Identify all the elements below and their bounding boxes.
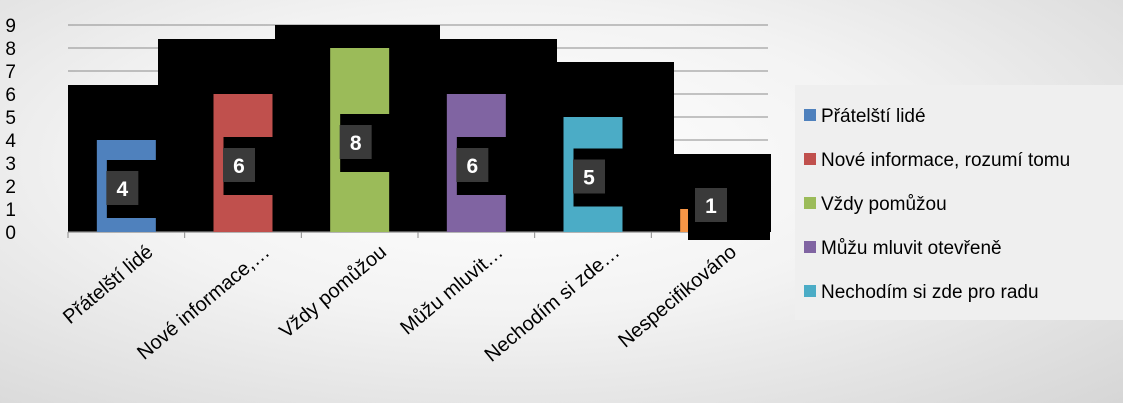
y-tick-label: 4 <box>5 131 16 152</box>
legend-label: Nové informace, rozumí tomu <box>821 150 1070 171</box>
legend-box <box>795 85 1123 320</box>
x-category-label: Nespecifikováno <box>614 241 741 352</box>
legend-swatch <box>804 109 816 121</box>
y-tick-label: 7 <box>5 62 16 83</box>
y-tick-label: 2 <box>5 177 16 198</box>
data-label: 8 <box>350 132 362 155</box>
legend-swatch <box>804 285 816 297</box>
y-tick-label: 3 <box>5 154 16 175</box>
data-label-box <box>339 125 372 159</box>
data-label-box <box>106 171 139 205</box>
legend-swatch <box>804 241 816 253</box>
legend-swatch <box>804 153 816 165</box>
y-tick-label: 1 <box>5 200 16 221</box>
bar <box>680 209 690 232</box>
data-label: 5 <box>583 167 595 190</box>
x-category-label: Přátelští lidé <box>59 241 157 329</box>
data-label-box <box>456 148 489 182</box>
legend-label: Můžu mluvit otevřeně <box>821 238 1002 259</box>
data-label-box <box>573 159 605 194</box>
y-tick-label: 8 <box>5 39 16 60</box>
data-label-box <box>223 148 255 182</box>
x-category-label: Můžu mluvit… <box>396 241 507 339</box>
legend-label: Přátelští lidé <box>821 106 926 127</box>
legend-swatch <box>804 197 816 209</box>
y-tick-label: 0 <box>5 223 16 244</box>
data-label: 6 <box>233 155 245 178</box>
y-tick-label: 6 <box>5 85 16 106</box>
data-label: 1 <box>705 195 717 218</box>
data-label: 6 <box>466 155 478 178</box>
y-tick-label: 9 <box>5 16 16 37</box>
y-tick-label: 5 <box>5 108 16 129</box>
legend-label: Vždy pomůžou <box>821 194 947 215</box>
legend-label: Nechodím si zde pro radu <box>821 282 1039 303</box>
data-label-box <box>695 188 727 222</box>
data-label: 4 <box>116 178 128 201</box>
x-category-label: Vždy pomůžou <box>275 241 390 343</box>
